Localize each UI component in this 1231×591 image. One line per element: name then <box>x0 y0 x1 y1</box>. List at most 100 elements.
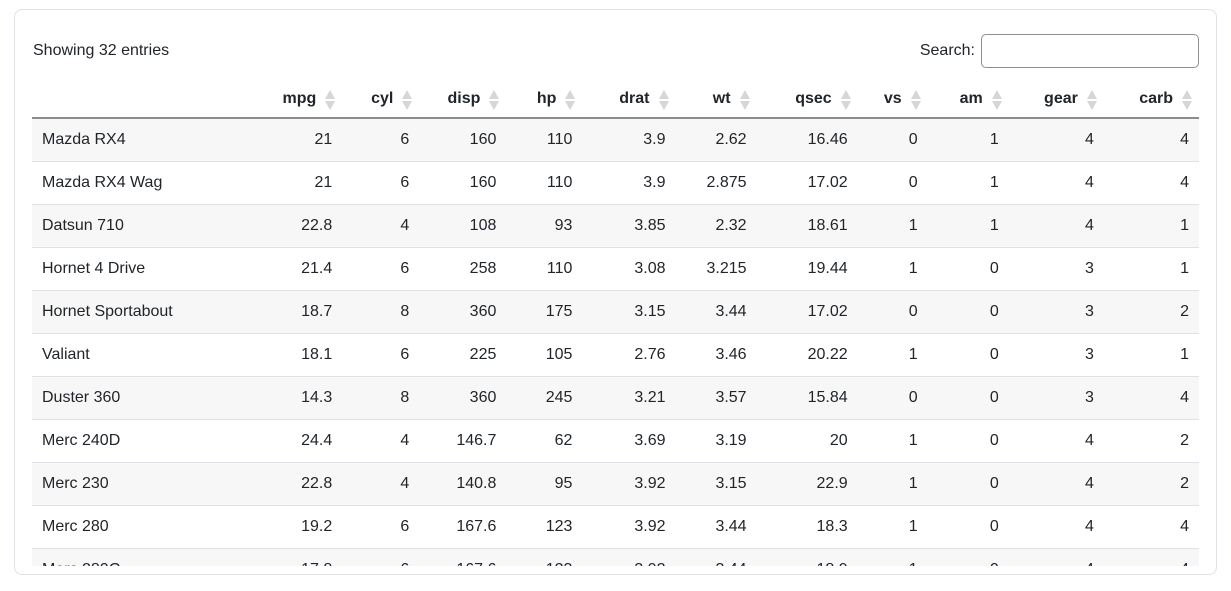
column-header-drat[interactable]: drat <box>582 84 676 119</box>
column-header-carb[interactable]: carb <box>1103 84 1199 119</box>
data-cell: 3 <box>1008 247 1104 291</box>
table-scroll-body[interactable]: mpg cyl disp hp drat wt qsec vs am gear carb Mazda… <box>32 84 1199 566</box>
data-cell: 17.8 <box>270 548 343 566</box>
data-cell: 18.7 <box>270 290 343 334</box>
table-toolbar: Showing 32 entries Search: <box>32 34 1199 68</box>
column-header-mpg[interactable]: mpg <box>270 84 343 119</box>
data-cell: 6 <box>342 161 420 205</box>
sort-both-icon <box>991 89 1002 110</box>
sort-both-icon <box>739 89 750 110</box>
data-cell: 0 <box>857 376 928 420</box>
column-header-label: gear <box>1044 90 1078 107</box>
data-cell: 0 <box>927 247 1009 291</box>
sort-both-icon <box>325 89 336 110</box>
row-name-cell: Hornet 4 Drive <box>32 247 271 291</box>
column-header-wt[interactable]: wt <box>675 84 757 119</box>
data-cell: 0 <box>927 419 1009 463</box>
data-cell: 0 <box>927 290 1009 334</box>
sort-both-icon <box>1182 89 1192 110</box>
data-cell: 2.875 <box>675 161 757 205</box>
data-cell: 1 <box>1103 247 1199 291</box>
data-cell: 1 <box>857 419 928 463</box>
sort-both-icon <box>489 89 500 110</box>
data-cell: 175 <box>506 290 583 334</box>
column-header-label: cyl <box>371 90 394 107</box>
data-cell: 3.44 <box>675 548 757 566</box>
data-cell: 3.9 <box>643 131 666 148</box>
data-cell: 0 <box>857 290 928 334</box>
data-cell: 3 <box>1008 376 1104 420</box>
search-input[interactable] <box>981 34 1199 68</box>
data-cell: 245 <box>506 376 583 420</box>
data-cell: 1 <box>1103 333 1199 377</box>
data-cell: 3.44 <box>675 505 757 549</box>
column-header-label: hp <box>536 90 557 107</box>
data-cell: 3.92 <box>582 505 676 549</box>
data-cell: 22.9 <box>756 462 858 506</box>
data-cell: 17.02 <box>756 290 858 334</box>
row-name-cell: Merc 280C <box>32 548 271 566</box>
data-cell: 4 <box>1008 204 1104 248</box>
column-header-am[interactable]: am <box>927 84 1009 119</box>
data-cell: 3.08 <box>582 247 676 291</box>
sort-both-icon <box>1086 89 1097 110</box>
search-label: Search: <box>919 42 975 59</box>
column-header-label: wt <box>712 90 731 107</box>
data-cell: 4 <box>1103 548 1199 566</box>
data-cell: 18.3 <box>756 505 858 549</box>
column-header-label: mpg <box>282 90 317 107</box>
data-cell: 21 <box>314 131 333 148</box>
data-cell: 0 <box>927 462 1009 506</box>
row-name-cell: Valiant <box>32 333 271 377</box>
data-cell: 19.2 <box>270 505 343 549</box>
column-header-gear[interactable]: gear <box>1008 84 1104 119</box>
data-cell: 4 <box>1103 161 1199 205</box>
data-cell: 3.57 <box>675 376 757 420</box>
data-cell: 3.85 <box>582 204 676 248</box>
sort-both-icon <box>402 89 413 110</box>
data-cell: 15.84 <box>756 376 858 420</box>
data-cell: 18.9 <box>756 548 858 566</box>
data-cell: 0 <box>927 548 1009 566</box>
data-cell: 146.7 <box>419 419 507 463</box>
data-cell: 17.02 <box>756 161 858 205</box>
data-cell: 4 <box>1103 505 1199 549</box>
data-cell: 3.44 <box>675 290 757 334</box>
data-cell: 2.32 <box>675 204 757 248</box>
column-header-label: drat <box>619 90 650 107</box>
column-header-cyl[interactable]: cyl <box>342 84 420 119</box>
data-cell: 1 <box>857 462 928 506</box>
data-cell: 2.76 <box>582 333 676 377</box>
row-name-cell: Merc 280 <box>32 505 271 549</box>
data-cell: 160 <box>419 161 507 205</box>
data-cell: 4 <box>342 419 420 463</box>
search-control: Search: <box>920 34 1199 68</box>
data-cell: 108 <box>419 204 507 248</box>
column-header-disp[interactable]: disp <box>419 84 507 119</box>
row-name-cell: Merc 240D <box>32 419 271 463</box>
row-name-cell: Datsun 710 <box>32 204 271 248</box>
data-cell: 3.69 <box>582 419 676 463</box>
entries-info: Showing 32 entries <box>33 42 170 59</box>
data-cell: 21 <box>270 161 343 205</box>
column-header-label: disp <box>447 90 481 107</box>
data-cell: 6 <box>342 247 420 291</box>
data-cell: 1 <box>857 548 928 566</box>
table-row: Hornet Sportabout 18.7 8 360 175 3.15 3.44 17.0… <box>32 290 1199 334</box>
column-header-vs[interactable]: vs <box>857 84 928 119</box>
sort-both-icon <box>910 89 921 110</box>
data-cell: 0 <box>857 161 928 205</box>
data-cell: 21.4 <box>270 247 343 291</box>
data-cell: 4 <box>342 462 420 506</box>
column-header-hp[interactable]: hp <box>506 84 583 119</box>
data-cell: 95 <box>506 462 583 506</box>
data-cell: 1 <box>989 131 999 148</box>
data-cell: 4 <box>1008 419 1104 463</box>
data-cell: 1 <box>857 247 928 291</box>
data-cell: 3 <box>1008 333 1104 377</box>
column-header-qsec[interactable]: qsec <box>756 84 858 119</box>
table-row: Merc 280 19.2 6 167.6 123 3.92 3.44 18.3 1 0 4 4 <box>32 505 1199 549</box>
data-cell: 14.3 <box>270 376 343 420</box>
data-cell: 4 <box>1008 548 1104 566</box>
